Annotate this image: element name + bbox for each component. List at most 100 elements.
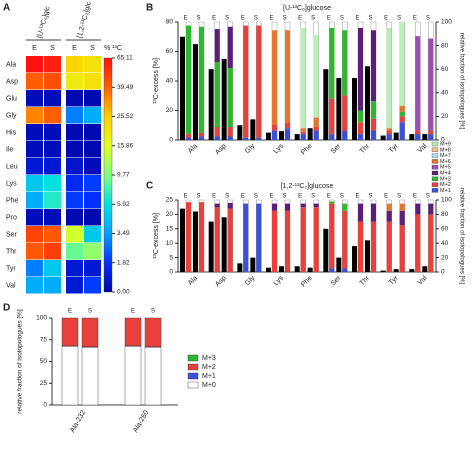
isotopologue-segment <box>272 203 277 211</box>
group-label: E <box>413 194 417 200</box>
y-tick-label: 100 <box>36 315 47 322</box>
legend-swatch <box>431 182 439 187</box>
heat-cell <box>66 73 83 90</box>
y2-tick-label: 20 <box>441 113 449 120</box>
isotopologue-segment <box>199 202 204 272</box>
isotopologue-segment <box>399 23 405 106</box>
group-label: E <box>413 16 417 22</box>
isotopologue-segment <box>386 210 392 222</box>
isotopologue-segment <box>428 203 434 215</box>
y-tick-label: 75 <box>40 336 48 343</box>
heat-cell <box>84 141 101 158</box>
x-tick-label: Ser <box>330 274 343 287</box>
isotopologue-segment <box>342 95 348 131</box>
y-tick-label: 5 <box>169 254 173 261</box>
isotopologue-segment <box>342 130 348 140</box>
isotopologue-segment <box>61 317 79 347</box>
y2-tick-label: 40 <box>441 90 449 97</box>
heat-cell <box>84 260 101 277</box>
group-label: S <box>426 16 430 22</box>
excess-bar <box>393 269 399 272</box>
group-label: S <box>225 16 229 22</box>
legend-label: M+4 <box>440 170 451 176</box>
isotopologue-segment <box>61 346 79 406</box>
y2-tick-label: 60 <box>441 66 449 73</box>
isotopologue-segment <box>358 122 363 135</box>
heat-cell <box>26 260 43 277</box>
column-label: E <box>72 45 77 52</box>
isotopologue-segment <box>342 268 348 272</box>
group-label: S <box>196 16 200 22</box>
excess-bar <box>307 267 313 272</box>
heat-cell <box>66 277 83 294</box>
heat-cell <box>26 209 43 226</box>
legend-swatch <box>431 159 439 164</box>
isotopologue-segment <box>214 136 220 140</box>
legend-label: M+0 <box>202 382 216 389</box>
isotopologue-segment <box>371 101 376 119</box>
heat-cell <box>26 175 43 192</box>
excess-bar <box>279 266 284 272</box>
heat-cell <box>66 260 83 277</box>
heat-cell <box>26 90 43 107</box>
isotopologue-segment <box>399 122 405 140</box>
heat-cell <box>84 226 101 243</box>
x-tick-label: Ser <box>330 142 343 155</box>
y-tick-label: 40 <box>166 78 174 85</box>
y2-axis-label: relative fraction of isotopologues [%] <box>458 33 464 130</box>
isotopologue-segment <box>342 210 348 269</box>
legend-swatch <box>431 153 439 158</box>
excess-bar <box>352 78 357 140</box>
isotopologue-segment <box>214 207 220 272</box>
group-label: E <box>269 194 273 200</box>
heat-cell <box>84 175 101 192</box>
heat-cell <box>26 124 43 141</box>
isotopologue-segment <box>227 68 233 128</box>
excess-bar <box>221 58 227 140</box>
excess-bar <box>221 217 227 272</box>
legend-label: M+7 <box>440 153 451 159</box>
heat-cell <box>66 158 83 175</box>
isotopologue-segment <box>214 29 220 63</box>
heat-cell <box>26 192 43 209</box>
excess-bar <box>294 266 300 272</box>
isotopologue-segment <box>386 134 392 140</box>
group-label: E <box>68 309 72 315</box>
group-label: E <box>269 16 273 22</box>
excess-bar <box>307 128 313 140</box>
group-label: S <box>426 194 430 200</box>
heat-cell <box>44 277 61 294</box>
excess-bar <box>380 135 386 140</box>
row-label: Val <box>6 282 16 289</box>
excess-bar <box>193 211 198 272</box>
x-tick-label: Ala <box>187 275 199 287</box>
group-label: S <box>311 16 315 22</box>
isotopologue-segment <box>124 317 142 347</box>
colorbar-tick-label: 65.11 <box>117 55 133 62</box>
heat-cell <box>44 158 61 175</box>
panel-label: A <box>3 3 10 14</box>
excess-bar <box>193 44 198 140</box>
y-tick-label: 20 <box>166 107 174 114</box>
excess-bar <box>409 134 415 140</box>
heat-cell <box>44 192 61 209</box>
heat-cell <box>66 90 83 107</box>
legend-label: M+3 <box>202 355 216 362</box>
x-tick-label: Lys <box>273 274 286 287</box>
excess-bar <box>422 134 428 140</box>
heat-cell <box>44 90 61 107</box>
chart-title: [U-¹³C₆]glucose <box>283 5 331 12</box>
x-tick-label: Asp <box>214 143 228 157</box>
legend-label: M+6 <box>440 159 451 165</box>
x-tick-label: Lys <box>273 142 286 155</box>
isotopologue-segment <box>313 203 319 208</box>
group-label: E <box>212 194 216 200</box>
isotopologue-segment <box>399 116 405 123</box>
isotopologue-segment <box>313 127 319 131</box>
heat-cell <box>66 175 83 192</box>
heat-cell <box>66 226 83 243</box>
heat-cell <box>84 277 101 294</box>
group-label: E <box>131 309 135 315</box>
legend-label: M+1 <box>440 188 451 194</box>
